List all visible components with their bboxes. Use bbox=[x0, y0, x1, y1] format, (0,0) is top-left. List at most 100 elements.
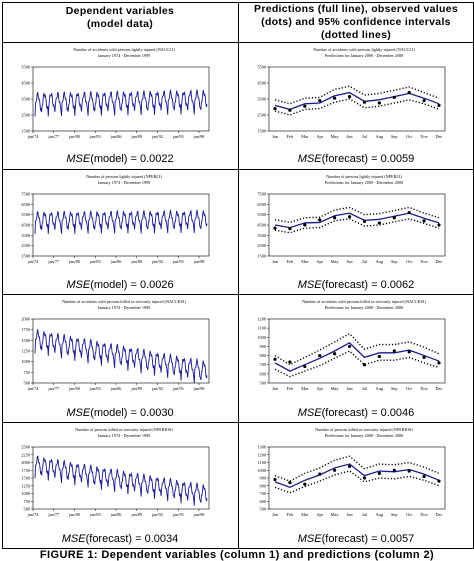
x-tick-label: Jun bbox=[347, 259, 354, 264]
upper-ci-line bbox=[274, 85, 440, 105]
x-tick-label: jan/89 bbox=[130, 134, 142, 139]
mse-value: (model) = 0.0030 bbox=[90, 407, 174, 419]
observed-point bbox=[288, 481, 292, 485]
lower-ci-line bbox=[274, 98, 440, 116]
x-tick-label: jan/98 bbox=[193, 259, 205, 264]
chart-panel-5: Number of accidents with persons killed … bbox=[3, 295, 237, 405]
y-tick-label: 1250 bbox=[21, 349, 30, 354]
chart-title: Number of persons lightly injured (NPERL… bbox=[86, 174, 162, 179]
y-tick-label: 750 bbox=[24, 499, 30, 504]
observed-point bbox=[288, 108, 292, 112]
y-tick-label: 2500 bbox=[21, 445, 30, 450]
mse-symbol: MSE bbox=[297, 407, 322, 419]
x-tick-label: Sep bbox=[391, 512, 397, 517]
observed-point bbox=[288, 360, 292, 364]
x-tick-label: jan/92 bbox=[151, 259, 163, 264]
upper-ci-line bbox=[274, 455, 440, 482]
x-tick-label: Jul bbox=[362, 134, 368, 139]
y-tick-label: 3500 bbox=[257, 233, 266, 238]
x-tick-label: Jul bbox=[362, 259, 368, 264]
x-tick-label: jan/95 bbox=[172, 386, 184, 391]
mse-symbol: MSE bbox=[297, 533, 322, 545]
figure-caption: FIGURE 1: Dependent variables (column 1)… bbox=[39, 549, 435, 561]
x-tick-label: jan/74 bbox=[27, 259, 40, 264]
observed-point bbox=[407, 469, 411, 473]
observed-point bbox=[333, 216, 337, 220]
plot-area bbox=[268, 318, 446, 384]
x-tick-label: Oct bbox=[406, 134, 413, 139]
observed-point bbox=[333, 468, 337, 472]
y-tick-label: 5500 bbox=[257, 65, 266, 70]
y-tick-label: 1250 bbox=[21, 483, 30, 488]
mse-label: MSE(forecast) = 0.0046 bbox=[239, 407, 473, 419]
y-tick-label: 700 bbox=[260, 362, 266, 367]
row-divider-2 bbox=[3, 294, 473, 295]
x-tick-label: jan/95 bbox=[172, 259, 184, 264]
x-tick-label: jan/77 bbox=[47, 259, 60, 264]
series-line bbox=[34, 329, 208, 384]
mse-symbol: MSE bbox=[66, 279, 91, 291]
y-tick-label: 4500 bbox=[257, 81, 266, 86]
observed-point bbox=[437, 103, 441, 107]
x-tick-label: jan/74 bbox=[27, 386, 40, 391]
mse-symbol: MSE bbox=[297, 153, 322, 165]
chart-subtitle: Predictions for January 2000 - December … bbox=[325, 433, 403, 438]
x-tick-label: Feb bbox=[287, 386, 293, 391]
series-line bbox=[34, 455, 208, 506]
observed-point bbox=[362, 363, 367, 367]
observed-point bbox=[273, 477, 277, 482]
x-tick-label: Nov bbox=[420, 259, 428, 264]
observed-point bbox=[273, 226, 277, 230]
observed-point bbox=[362, 219, 367, 223]
x-tick-label: Jul bbox=[362, 512, 368, 517]
x-tick-label: Aug bbox=[376, 512, 384, 517]
chart-panel-8: Number of persons killed or seriously in… bbox=[239, 423, 473, 531]
plot-area bbox=[268, 66, 446, 132]
x-tick-label: jan/95 bbox=[172, 134, 184, 139]
y-tick-label: 5500 bbox=[21, 65, 30, 70]
observed-point bbox=[422, 99, 426, 103]
x-tick-label: Apr bbox=[316, 386, 323, 391]
x-tick-label: Sep bbox=[391, 134, 397, 139]
chart-svg-2: Number of accidents with persons lightly… bbox=[257, 47, 446, 139]
x-tick-label: jan/74 bbox=[27, 134, 40, 139]
x-tick-label: Apr bbox=[316, 512, 323, 517]
x-tick-label: jan/86 bbox=[110, 512, 123, 517]
mse-value: (forecast) = 0.0059 bbox=[321, 153, 415, 165]
right-header-line-1: Predictions (full line), observed values bbox=[254, 3, 458, 15]
x-tick-label: Mar bbox=[301, 386, 309, 391]
y-tick-label: 1100 bbox=[258, 460, 266, 465]
chart-title: Number of accidents with persons killed … bbox=[302, 299, 426, 304]
x-tick-label: Jun bbox=[347, 512, 354, 517]
observed-point bbox=[407, 91, 411, 95]
plot-area bbox=[268, 446, 446, 510]
chart-panel-7: Number of persons killed or seriously in… bbox=[3, 423, 237, 531]
observed-point bbox=[318, 353, 322, 358]
chart-title: Number of accidents with persons lightly… bbox=[73, 47, 175, 52]
mse-value: (model) = 0.0022 bbox=[90, 153, 174, 165]
y-tick-label: 5500 bbox=[257, 212, 266, 217]
y-tick-label: 1750 bbox=[21, 468, 30, 473]
y-tick-label: 500 bbox=[24, 507, 30, 512]
x-tick-label: Jan bbox=[272, 386, 279, 391]
x-tick-label: jan/77 bbox=[47, 512, 60, 517]
y-tick-label: 900 bbox=[260, 344, 266, 349]
y-tick-label: 1000 bbox=[21, 491, 30, 496]
y-tick-label: 3500 bbox=[21, 97, 30, 102]
mse-value: (forecast) = 0.0034 bbox=[85, 533, 179, 545]
observed-point bbox=[377, 354, 381, 359]
observed-point bbox=[318, 218, 322, 222]
x-tick-label: Sep bbox=[391, 386, 397, 391]
x-tick-label: Mar bbox=[301, 512, 309, 517]
chart-svg-1: Number of accidents with persons lightly… bbox=[21, 47, 210, 139]
observed-point bbox=[392, 349, 396, 353]
observed-point bbox=[437, 361, 441, 365]
prediction-line bbox=[274, 341, 440, 372]
y-tick-label: 1500 bbox=[21, 338, 30, 343]
y-tick-label: 800 bbox=[260, 353, 266, 358]
observed-point bbox=[273, 107, 277, 111]
x-tick-label: jan/92 bbox=[151, 134, 163, 139]
x-tick-label: May bbox=[331, 386, 340, 391]
y-tick-label: 2250 bbox=[21, 452, 30, 457]
y-tick-label: 6500 bbox=[21, 202, 30, 207]
